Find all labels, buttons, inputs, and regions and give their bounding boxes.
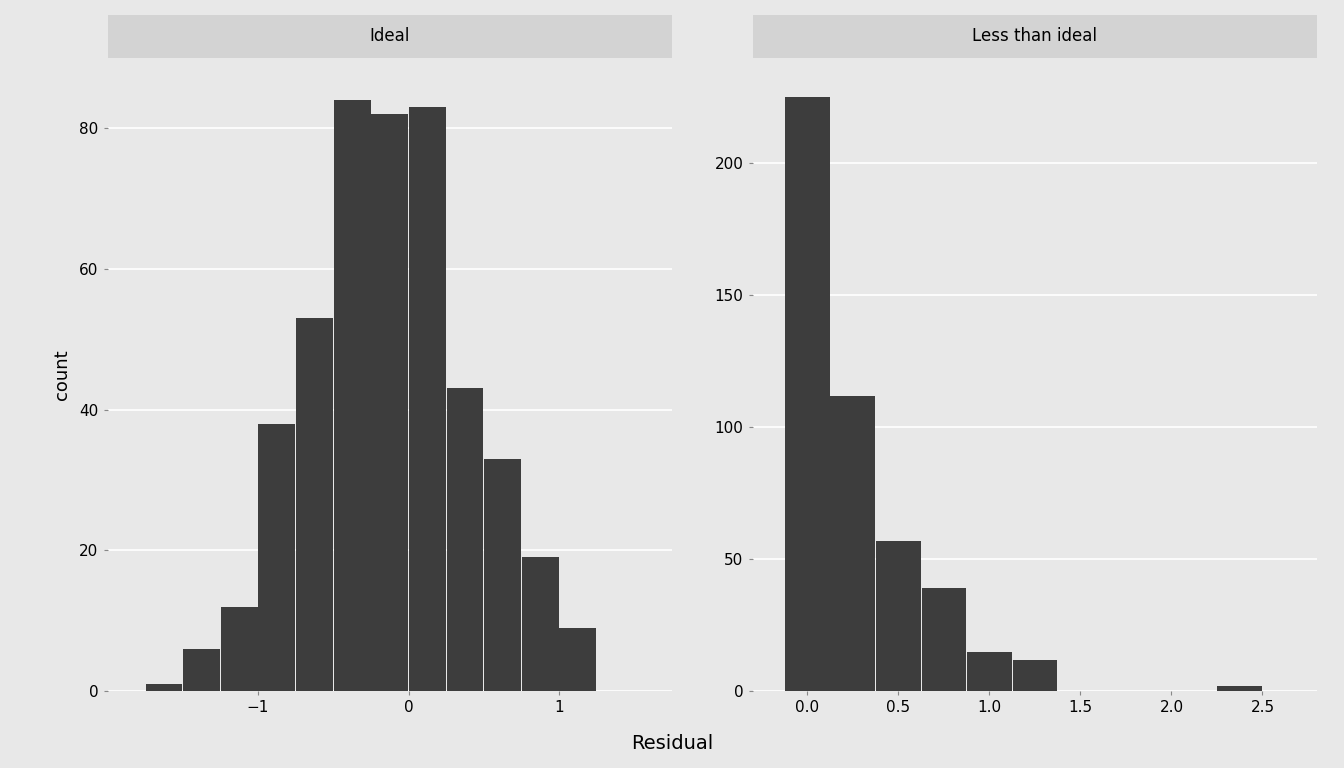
Bar	[258, 424, 296, 691]
Text: Ideal: Ideal	[370, 28, 410, 45]
Bar	[876, 541, 921, 691]
Bar	[484, 459, 521, 691]
Bar	[922, 588, 966, 691]
Bar	[333, 100, 371, 691]
Text: Less than ideal: Less than ideal	[972, 28, 1098, 45]
Bar	[1218, 686, 1262, 691]
Bar	[371, 114, 409, 691]
Text: Residual: Residual	[630, 733, 714, 753]
Bar	[145, 684, 183, 691]
Bar	[1012, 660, 1058, 691]
Bar	[785, 98, 829, 691]
Bar	[183, 649, 220, 691]
Bar	[296, 318, 333, 691]
Bar	[409, 107, 446, 691]
Bar	[220, 607, 258, 691]
Bar	[521, 558, 559, 691]
Bar	[446, 389, 484, 691]
Y-axis label: count: count	[52, 349, 71, 399]
Bar	[968, 651, 1012, 691]
Bar	[559, 628, 597, 691]
Bar	[831, 396, 875, 691]
